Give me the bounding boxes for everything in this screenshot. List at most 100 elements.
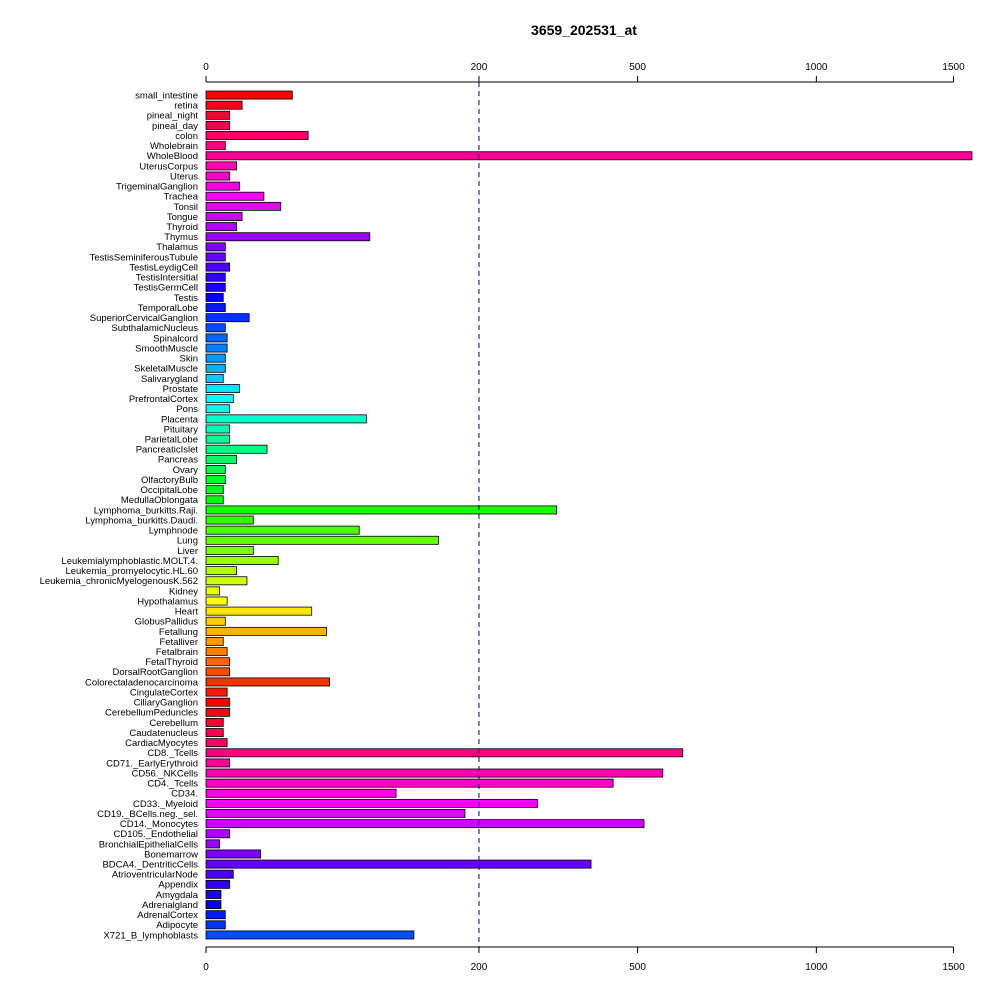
category-label: Lung xyxy=(177,536,198,547)
bar xyxy=(205,181,240,191)
category-label: colon xyxy=(175,131,198,142)
bar xyxy=(205,677,330,687)
category-label: OccipitalLobe xyxy=(140,485,198,496)
category-label: pineal_day xyxy=(152,121,198,132)
category-label: SuperiorCervicalGanglion xyxy=(90,313,198,324)
bar xyxy=(205,384,240,393)
bar xyxy=(205,819,645,829)
bar xyxy=(205,475,226,485)
bar xyxy=(205,728,224,738)
bar xyxy=(205,171,231,181)
bottom-tick-label: 1000 xyxy=(805,962,828,973)
bar xyxy=(205,545,254,555)
bar xyxy=(205,212,243,221)
bar xyxy=(205,829,231,839)
category-label: Heart xyxy=(175,607,199,618)
bar xyxy=(205,313,250,323)
bar xyxy=(205,252,226,262)
category-label: CD34. xyxy=(171,789,198,800)
category-label: BronchialEpithelialCells xyxy=(99,839,199,850)
category-label: AdrenalCortex xyxy=(137,910,198,921)
category-label: Lymphoma_burkitts.Daudi. xyxy=(85,515,198,526)
category-label: Placenta xyxy=(161,414,199,425)
category-label: Tonsil xyxy=(174,202,198,213)
category-label: Salivarygland xyxy=(141,374,198,385)
category-label: ParietalLobe xyxy=(145,435,198,446)
bar xyxy=(205,303,226,313)
bar xyxy=(205,434,231,444)
category-label: Fetalbrain xyxy=(156,647,198,658)
bar xyxy=(205,788,397,798)
bottom-tick-label: 200 xyxy=(471,962,488,973)
category-label: retina xyxy=(174,101,198,112)
bar xyxy=(205,900,222,910)
category-label: TestisIntersitial xyxy=(136,273,198,284)
category-label: Liver xyxy=(177,546,198,557)
bar xyxy=(205,424,231,434)
bar xyxy=(205,485,224,495)
bar xyxy=(205,930,415,940)
bar xyxy=(205,343,228,353)
category-label: CD4._Tcells xyxy=(147,779,198,790)
bar xyxy=(205,647,228,657)
bar xyxy=(205,272,226,282)
bar xyxy=(205,525,360,535)
bar xyxy=(205,404,231,414)
category-label: Prostate xyxy=(163,384,198,395)
category-labels: small_intestineretinapineal_nightpineal_… xyxy=(40,90,199,941)
bar xyxy=(205,849,261,859)
bar xyxy=(205,697,231,707)
category-label: CardiacMyocytes xyxy=(125,738,198,749)
bar xyxy=(205,373,224,383)
category-label: UterusCorpus xyxy=(139,161,198,172)
category-label: MedullaOblongata xyxy=(121,495,199,506)
bottom-tick-label: 500 xyxy=(629,962,646,973)
bar xyxy=(205,657,231,667)
bar xyxy=(205,292,224,302)
category-label: SubthalamicNucleus xyxy=(111,323,198,334)
category-label: Pons xyxy=(176,404,198,415)
bar xyxy=(205,748,684,758)
category-label: small_intestine xyxy=(135,90,198,101)
bar xyxy=(205,151,973,161)
top-tick-label: 1000 xyxy=(805,62,828,73)
category-label: TestisGermCell xyxy=(134,283,198,294)
bar xyxy=(205,323,226,333)
bar xyxy=(205,758,231,768)
bar xyxy=(205,778,614,788)
category-label: Lymphnode xyxy=(149,526,198,537)
category-label: Uterus xyxy=(170,171,198,182)
category-label: Thalamus xyxy=(156,242,198,253)
bar xyxy=(205,920,226,930)
bar xyxy=(205,353,226,363)
category-label: pineal_night xyxy=(147,111,199,122)
top-tick-label: 0 xyxy=(203,62,209,73)
category-label: Appendix xyxy=(158,880,198,891)
bar xyxy=(205,262,231,272)
category-label: Spinalcord xyxy=(153,333,198,344)
category-label: Testis xyxy=(174,293,199,304)
bar xyxy=(205,869,234,879)
category-label: Caudatenucleus xyxy=(129,728,198,739)
category-label: Pituitary xyxy=(164,424,199,435)
category-label: Wholebrain xyxy=(150,141,198,152)
chart-title: 3659_202531_at xyxy=(531,22,637,38)
category-label: CingulateCortex xyxy=(130,687,198,698)
bar xyxy=(205,879,231,889)
category-label: Tongue xyxy=(167,212,198,223)
category-label: Skin xyxy=(180,354,198,365)
bar xyxy=(205,120,231,130)
bar xyxy=(205,606,313,616)
bar xyxy=(205,90,293,100)
bar xyxy=(205,363,226,373)
bottom-tick-label: 1500 xyxy=(942,962,965,973)
category-label: TemporalLobe xyxy=(138,303,198,314)
bar xyxy=(205,910,226,920)
bar xyxy=(205,616,226,626)
bar xyxy=(205,586,221,596)
category-label: AtrioventricularNode xyxy=(112,870,198,881)
category-label: CD8._Tcells xyxy=(147,748,198,759)
bar xyxy=(205,626,327,636)
bar xyxy=(205,890,222,899)
bar xyxy=(205,394,234,404)
